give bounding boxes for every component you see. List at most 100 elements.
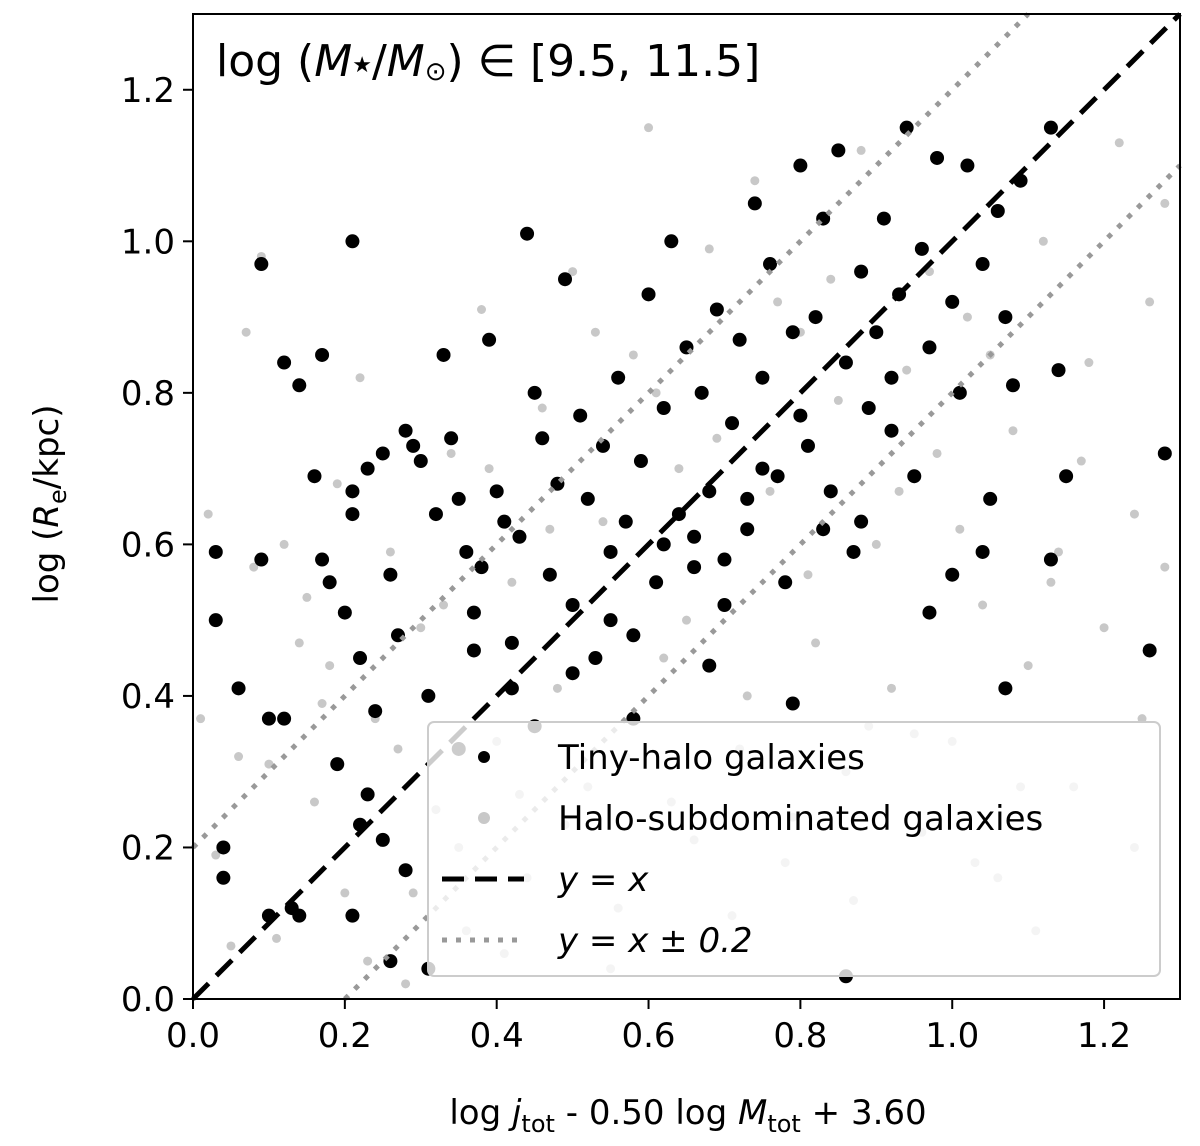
- halo-subdominated-point: [537, 403, 547, 413]
- tiny-halo-point: [535, 431, 550, 446]
- tiny-halo-point: [702, 484, 717, 499]
- tiny-halo-point: [368, 704, 383, 719]
- tiny-halo-point: [793, 408, 808, 423]
- halo-subdominated-point: [355, 373, 365, 383]
- tiny-halo-point: [315, 347, 330, 362]
- tiny-halo-point: [337, 605, 352, 620]
- tiny-halo-point: [383, 567, 398, 582]
- y-tick-label: 0.0: [121, 980, 175, 1020]
- ylabel-part2: /kpc): [27, 405, 67, 490]
- halo-subdominated-point: [249, 562, 259, 572]
- tiny-halo-point: [884, 423, 899, 438]
- tiny-halo-point: [785, 325, 800, 340]
- anno-star: ★: [352, 53, 372, 78]
- tiny-halo-point: [398, 423, 413, 438]
- halo-subdominated-point: [393, 744, 403, 754]
- halo-subdominated-point: [1099, 623, 1109, 633]
- halo-subdominated-point: [1046, 577, 1056, 587]
- halo-subdominated-point: [226, 941, 236, 951]
- tiny-halo-point: [595, 438, 610, 453]
- tiny-halo-point: [998, 681, 1013, 696]
- tiny-halo-point: [512, 529, 527, 544]
- tiny-halo-point: [353, 651, 368, 666]
- halo-subdominated-point: [803, 570, 813, 580]
- tiny-halo-point: [542, 567, 557, 582]
- tiny-halo-point: [876, 211, 891, 226]
- tiny-halo-point: [413, 454, 428, 469]
- halo-subdominated-point: [833, 395, 843, 405]
- plot-area-frame: [192, 13, 1181, 1000]
- halo-subdominated-point: [272, 933, 282, 943]
- anno-prefix: log (: [216, 36, 314, 87]
- halo-subdominated-point: [507, 577, 517, 587]
- tiny-halo-point: [603, 544, 618, 559]
- tiny-halo-point: [360, 461, 375, 476]
- tiny-halo-point: [231, 681, 246, 696]
- tiny-halo-point: [664, 234, 679, 249]
- x-tick-label: 1.0: [925, 1016, 979, 1056]
- tiny-halo-point: [474, 560, 489, 575]
- x-tick-label: 0.2: [318, 1016, 372, 1056]
- tiny-halo-point: [854, 514, 869, 529]
- halo-subdominated-point: [439, 600, 449, 610]
- tiny-halo-point: [975, 544, 990, 559]
- halo-subdominated-point: [742, 691, 752, 701]
- tiny-halo-point: [466, 643, 481, 658]
- halo-subdominated-point: [1137, 714, 1147, 724]
- tiny-halo-point: [618, 514, 633, 529]
- y-equals-x-line: [191, 12, 1182, 1001]
- tiny-halo-point: [360, 787, 375, 802]
- tiny-halo-point: [656, 537, 671, 552]
- xlabel-m-sub: tot: [767, 1110, 801, 1138]
- tiny-halo-point: [702, 658, 717, 673]
- tiny-halo-point: [588, 651, 603, 666]
- tiny-halo-point: [755, 461, 770, 476]
- tiny-halo-point: [975, 257, 990, 272]
- halo-subdominated-point: [568, 267, 578, 277]
- anno-slash: /: [372, 36, 387, 87]
- tiny-halo-point: [1043, 120, 1058, 135]
- halo-subdominated-point: [241, 327, 251, 337]
- tiny-halo-point: [945, 294, 960, 309]
- tiny-halo-point: [687, 560, 702, 575]
- halo-subdominated-point: [363, 956, 373, 966]
- x-tick-label: 0.8: [773, 1016, 827, 1056]
- tiny-halo-point: [421, 688, 436, 703]
- tiny-halo-point: [816, 522, 831, 537]
- halo-subdominated-point: [1008, 426, 1018, 436]
- halo-subdominated-point: [765, 486, 775, 496]
- halo-subdominated-point: [1084, 358, 1094, 368]
- halo-subdominated-point: [401, 979, 411, 989]
- y-tick-label: 0.4: [121, 677, 175, 717]
- tiny-halo-point: [800, 438, 815, 453]
- xlabel-part3: + 3.60: [801, 1093, 927, 1133]
- tiny-halo-point: [945, 567, 960, 582]
- halo-subdominated-point: [1054, 547, 1064, 557]
- y-tick-label: 1.0: [121, 222, 175, 262]
- legend-label-dotted: y = x ± 0.2: [557, 921, 753, 961]
- tiny-halo-point: [1059, 469, 1074, 484]
- x-axis-label: log jtot - 0.50 log Mtot + 3.60: [449, 1093, 926, 1138]
- halo-subdominated-point: [325, 661, 335, 671]
- tiny-halo-point: [330, 757, 345, 772]
- tiny-halo-point: [504, 635, 519, 650]
- tiny-halo-point: [466, 605, 481, 620]
- tiny-halo-point: [846, 544, 861, 559]
- tiny-halo-point: [869, 325, 884, 340]
- halo-subdominated-point: [1145, 297, 1155, 307]
- tiny-halo-point: [808, 310, 823, 325]
- legend-marker-tiny: [478, 751, 490, 763]
- tiny-halo-point: [527, 385, 542, 400]
- anno-m2: M: [387, 36, 425, 87]
- legend-marker-sub: [478, 812, 490, 824]
- tiny-halo-point: [1043, 552, 1058, 567]
- halo-subdominated-point: [659, 653, 669, 663]
- tiny-halo-point: [831, 143, 846, 158]
- halo-subdominated-point: [477, 305, 487, 314]
- tiny-halo-point: [208, 613, 223, 628]
- halo-subdominated-point: [682, 615, 691, 625]
- halo-subdominated-point: [416, 623, 426, 633]
- tiny-halo-point: [406, 438, 421, 453]
- tiny-halo-point: [740, 491, 755, 506]
- anno-suffix: ) ∈ [9.5, 11.5]: [447, 36, 761, 87]
